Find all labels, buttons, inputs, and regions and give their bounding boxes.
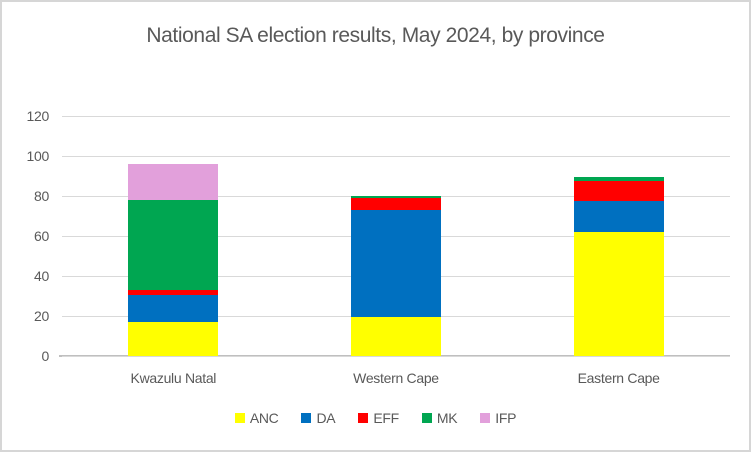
y-tick-label-0: 0	[41, 348, 50, 364]
legend: ANC DA EFF MK IFP	[2, 410, 749, 426]
legend-item-ifp: IFP	[480, 410, 516, 426]
bar-segment-da	[128, 295, 219, 322]
bar-segment-anc	[351, 317, 441, 356]
bar-segment-anc	[128, 322, 219, 356]
bar-segment-eff	[128, 290, 219, 295]
bar-segment-da	[573, 201, 664, 232]
y-tick-label-120: 120	[26, 108, 50, 124]
bar-segment-mk	[128, 200, 219, 290]
bar-segment-da	[351, 210, 441, 317]
legend-label-eff: EFF	[373, 410, 399, 426]
plot-area	[59, 115, 730, 357]
bar-western-cape	[351, 196, 441, 356]
bar-segment-mk	[573, 177, 664, 181]
bar-kwazulu-natal	[128, 164, 219, 356]
bar-segment-mk	[351, 196, 441, 198]
y-tick-label-60: 60	[34, 228, 49, 244]
y-tick-label-40: 40	[34, 268, 49, 284]
legend-item-anc: ANC	[234, 410, 279, 426]
legend-label-da: DA	[316, 410, 336, 426]
legend-swatch-mk	[421, 413, 432, 423]
gridline-y100	[62, 155, 730, 157]
legend-swatch-da	[301, 413, 312, 423]
legend-label-ifp: IFP	[495, 410, 517, 426]
bar-segment-anc	[573, 232, 664, 356]
chart-title-text: National SA election results, May 2024, …	[146, 24, 605, 47]
legend-label-mk: MK	[436, 410, 458, 426]
legend-swatch-ifp	[480, 413, 491, 423]
x-category-label-western-cape: Western Cape	[353, 370, 439, 386]
bar-segment-ifp	[128, 164, 219, 200]
legend-item-eff: EFF	[358, 410, 399, 426]
bar-eastern-cape	[573, 177, 664, 356]
y-tick-label-20: 20	[34, 308, 49, 324]
bar-segment-eff	[351, 198, 441, 210]
legend-label-anc: ANC	[249, 410, 279, 426]
bar-segment-eff	[573, 181, 664, 201]
x-category-label-kwazulu-natal: Kwazulu Natal	[130, 370, 217, 386]
y-tick-label-80: 80	[34, 188, 49, 204]
legend-item-mk: MK	[421, 410, 458, 426]
legend-swatch-eff	[358, 413, 369, 423]
legend-item-da: DA	[301, 410, 336, 426]
gridline-y120	[62, 115, 730, 117]
legend-swatch-anc	[234, 413, 245, 423]
gridline-y0	[62, 355, 730, 357]
x-category-label-eastern-cape: Eastern Cape	[577, 370, 660, 386]
y-tick-label-100: 100	[26, 148, 50, 164]
chart-title: National SA election results, May 2024, …	[2, 19, 749, 52]
